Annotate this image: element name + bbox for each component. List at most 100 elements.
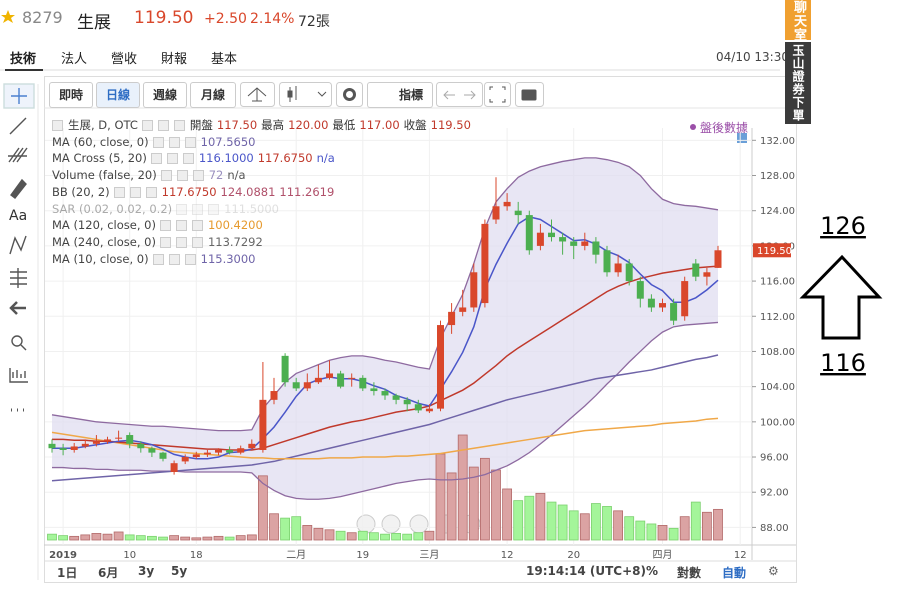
order-tab[interactable]: 玉山證券下單 [785,42,811,124]
volume-bar [602,506,612,541]
log-toggle[interactable]: 對數 [677,566,702,580]
candle-body [148,448,156,453]
watermark-dot [690,124,696,130]
candle-body [70,446,78,450]
candle-body [248,443,256,449]
watermark: 盤後數據 [700,121,749,135]
range-button[interactable]: 5y [171,564,188,578]
volume-bar [457,434,468,541]
volume-bar [80,534,91,541]
legend-label: MA Cross (5, 20) [52,151,147,166]
legend-icon [157,120,169,131]
tab[interactable]: 基本 [211,52,238,67]
candle-body [503,201,511,207]
line-tool[interactable] [9,117,27,135]
brush-tool[interactable] [10,178,27,199]
volume-bar [535,492,546,541]
measure-tool[interactable] [10,268,27,288]
sidebar-icons [3,83,39,580]
legend-icon [160,170,172,182]
candle-body [115,437,123,439]
last-price-label: 119.50 [757,246,792,257]
settings-button[interactable] [336,82,363,107]
settings-gear[interactable]: ⚙ [768,564,779,578]
trade-volume: 72張 [298,14,330,30]
candle-body [625,263,633,282]
legend-icon [159,236,171,248]
price-change-pct: 2.14% [250,11,295,27]
range-button[interactable]: 1日 [57,566,78,580]
volume-bar [180,536,191,541]
volume-bar [269,513,279,541]
volume-bar [368,532,379,541]
legend-label: MA (10, close, 0) [52,251,149,266]
legend-icon [150,153,162,165]
interval-button[interactable]: 月線 [190,82,236,108]
legend-icon [152,136,164,148]
candle-body [714,250,722,268]
indicator-button[interactable]: 指標 [367,82,433,108]
zoom-out[interactable] [381,514,401,534]
crosshair-icon[interactable] [11,88,27,104]
x-tick-label: 三月 [419,549,439,561]
interval-button[interactable]: 日線 [96,82,140,108]
legend-row: 生展, D, OTC 開盤 117.50 最高 120.00 最低 117.00 收盤 119.… [52,117,471,134]
candle-body [303,382,311,389]
auto-toggle[interactable]: 自動 [722,566,747,580]
fullscreen-button[interactable] [484,82,511,107]
candle-body [104,439,111,442]
x-tick-label: 二月 [286,549,306,561]
legend-icon [175,236,187,248]
volume-bar [513,500,524,541]
tab[interactable]: 技術 [10,52,37,67]
y-tick-label: 104.00 [760,382,795,393]
percent-toggle[interactable]: % [646,564,659,578]
tab[interactable]: 營收 [111,52,138,67]
legend-value: n/a [227,168,246,183]
candle-body [514,210,522,216]
zoom-left[interactable] [356,514,376,534]
volume-bar [91,533,102,541]
interval-button[interactable]: 即時 [49,82,93,108]
interval-button[interactable]: 週線 [143,82,187,108]
candle-body [603,250,611,273]
clock: 19:14:14 (UTC+8) [526,564,646,578]
legend-value: 115.3000 [200,251,256,266]
range-button[interactable]: 6月 [98,566,119,580]
x-tick-label: 19 [356,550,369,561]
legend-value: 72 [208,168,224,183]
candle-body [437,325,444,409]
volume-bar [113,531,124,541]
text-tool[interactable]: Aa [9,208,28,224]
volume-bar [291,516,302,541]
candle-body [215,449,222,453]
back-tool[interactable] [9,301,26,315]
undo-redo-button[interactable] [436,82,483,107]
tab[interactable]: 法人 [61,52,88,67]
legend-label: 生展, D, OTC [68,118,138,132]
band-fill [52,157,718,500]
legend-icon [208,203,220,215]
ruler-tool[interactable] [9,368,28,383]
x-tick-label: 四月 [653,549,673,561]
candle-icon-body [287,90,293,98]
fib-tool[interactable] [8,147,28,163]
tab[interactable]: 財報 [161,52,188,67]
collapse-icon[interactable] [737,133,747,143]
candle-body [226,449,234,453]
snapshot-button[interactable] [515,82,544,107]
zoom-tool[interactable] [11,335,23,347]
chart-type-button[interactable] [279,82,332,107]
chat-tab[interactable]: 聊天室 [785,0,811,42]
field-name: 開盤 [189,118,213,132]
pattern-tool[interactable] [9,235,27,255]
legend-value: 117.6750 [257,151,313,166]
zoom-reset[interactable] [409,514,429,534]
volume-bar [668,527,679,541]
candle-body [614,263,622,273]
candle-body [203,452,211,455]
range-button[interactable]: 3y [138,564,155,578]
target-low: 116 [820,349,866,377]
compare-button[interactable] [240,82,275,107]
star-icon[interactable] [1,10,15,23]
